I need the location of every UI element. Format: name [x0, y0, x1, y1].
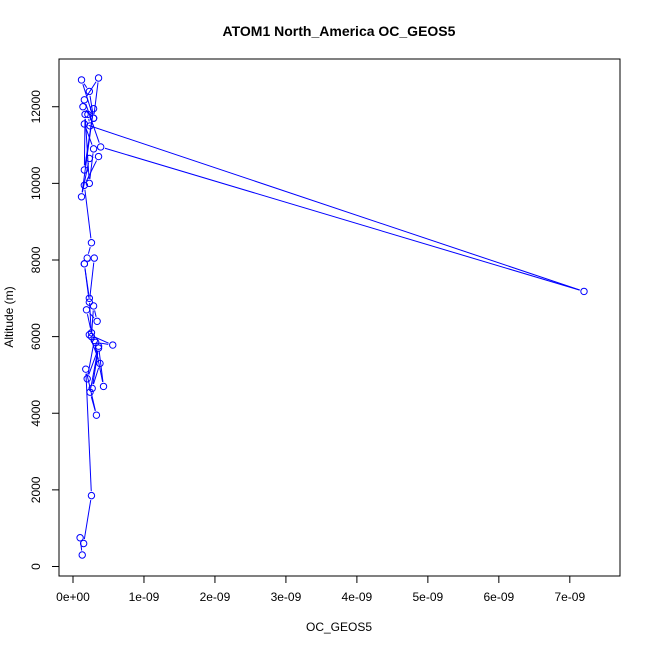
data-point [79, 103, 87, 111]
data-point [89, 302, 98, 310]
chart-title: ATOM1 North_America OC_GEOS5 [223, 23, 456, 39]
data-point [78, 551, 86, 559]
y-axis: 0 2000 4000 6000 8000 10000 12000 [29, 90, 60, 570]
data-point [80, 96, 89, 104]
data-point [99, 382, 108, 391]
data-point [80, 181, 89, 189]
data-point [85, 179, 94, 188]
x-tick-label: 4e-09 [342, 590, 373, 604]
data-point [80, 260, 89, 268]
data-point [79, 539, 88, 548]
data-point [92, 338, 100, 347]
y-tick-label: 12000 [29, 90, 43, 124]
x-tick-label: 2e-09 [200, 590, 231, 604]
data-point [85, 87, 94, 96]
data-point [94, 152, 103, 161]
series-line-segment [88, 124, 580, 291]
series-line-segment [86, 314, 91, 329]
series-line-segment [91, 310, 94, 333]
series-line-segment [89, 302, 92, 333]
series-line-segment [85, 160, 98, 182]
data-point [85, 154, 94, 163]
data-point [89, 104, 98, 113]
data-point [86, 388, 94, 396]
data-point [77, 193, 86, 201]
data-point [87, 239, 96, 247]
y-axis-label: Altitude (m) [2, 286, 16, 347]
x-axis-label: OC_GEOS5 [306, 620, 372, 634]
series-line-segment [89, 262, 95, 298]
plot-frame [58, 58, 621, 577]
y-tick-label: 4000 [29, 400, 43, 427]
series-line-segment [90, 350, 99, 388]
series-line-segment [81, 162, 89, 193]
data-point [77, 76, 86, 84]
data-point [84, 110, 92, 119]
series-line-segment [90, 396, 96, 411]
series-line-segment [85, 128, 93, 145]
series-line-segment [89, 95, 94, 114]
data-point [85, 330, 94, 339]
data-point [87, 329, 96, 337]
x-tick-label: 1e-09 [129, 590, 160, 604]
series-line-segment [83, 499, 92, 540]
data-point [82, 306, 91, 314]
series-line-segment [87, 246, 91, 254]
x-tick-label: 7e-09 [554, 590, 585, 604]
series-line-segment [83, 83, 88, 88]
series-line-segment [100, 342, 109, 345]
data-point [90, 254, 98, 262]
x-tick-label: 0e+00 [56, 590, 90, 604]
series-line-segment [92, 352, 99, 384]
data-point [94, 344, 103, 352]
data-point [89, 114, 98, 122]
data-point [82, 365, 90, 373]
y-tick-label: 2000 [29, 476, 43, 503]
series-line-segment [104, 147, 580, 291]
x-axis: 0e+00 1e-09 2e-09 3e-09 4e-09 5e-09 6e-09 7e-09 [56, 575, 585, 604]
data-point [87, 491, 96, 500]
y-tick-label: 6000 [29, 323, 43, 350]
data-point [580, 287, 588, 296]
y-tick-label: 10000 [29, 166, 43, 200]
data-point [83, 375, 91, 383]
data-point [76, 534, 84, 542]
series-line-segment [84, 268, 90, 298]
series-line-segment [93, 367, 100, 385]
data-point [96, 143, 105, 151]
data-point [85, 294, 94, 303]
x-tick-label: 5e-09 [413, 590, 444, 604]
y-tick-label: 0 [29, 563, 43, 570]
data-point [85, 298, 94, 306]
series-layer [76, 74, 588, 559]
data-point [93, 317, 101, 325]
series-line-segment [84, 189, 92, 239]
data-point [86, 122, 94, 130]
series-line-segment [83, 118, 86, 166]
data-point [89, 145, 98, 153]
data-point [88, 384, 96, 393]
x-tick-label: 6e-09 [483, 590, 514, 604]
series-line-segment [85, 109, 91, 116]
data-point [81, 110, 89, 119]
series-line-segment [94, 310, 97, 318]
data-point [94, 74, 103, 82]
series-line-segment [93, 82, 99, 114]
data-point [92, 411, 101, 419]
y-tick-label: 8000 [29, 246, 43, 273]
x-tick-label: 3e-09 [271, 590, 302, 604]
data-point [87, 332, 96, 341]
data-point [109, 341, 117, 349]
data-point [96, 359, 104, 368]
data-point [80, 166, 89, 174]
data-point [83, 254, 91, 262]
series-line-segment [88, 352, 98, 375]
